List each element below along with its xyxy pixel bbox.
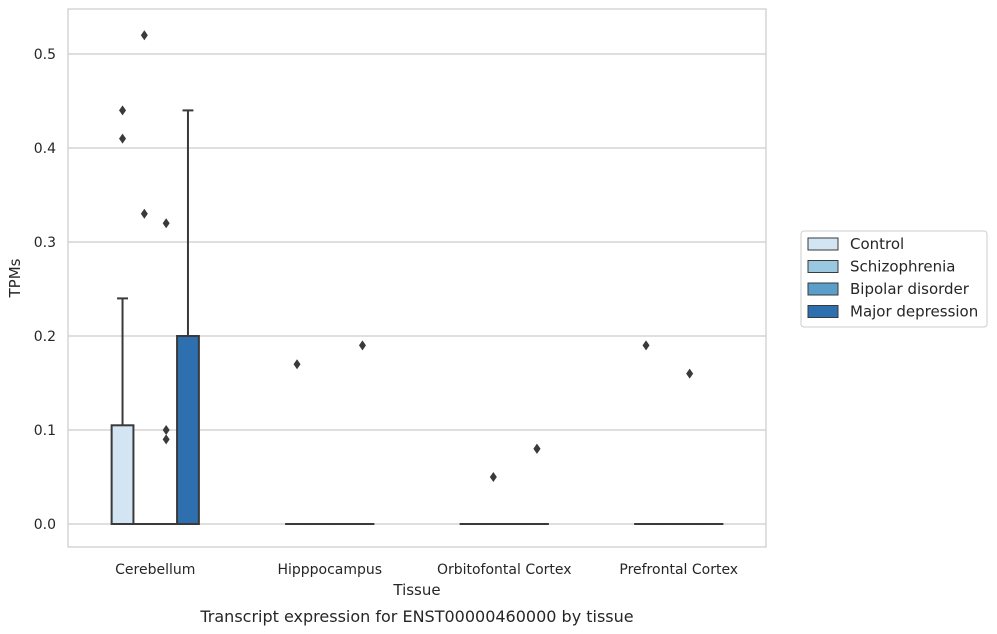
outlier-point bbox=[358, 340, 366, 351]
legend-item-bipolar-disorder: Bipolar disorder bbox=[807, 280, 970, 298]
outlier-point bbox=[489, 472, 497, 482]
box-body bbox=[176, 335, 200, 525]
legend-swatch bbox=[807, 282, 839, 296]
box-control-prefrontal-cortex bbox=[634, 340, 658, 526]
outlier-point bbox=[293, 359, 301, 370]
outlier-point bbox=[162, 434, 170, 445]
y-tick-label: 0.2 bbox=[34, 329, 56, 345]
box-major-depression-cerebellum bbox=[176, 109, 200, 525]
outlier-point bbox=[119, 105, 127, 116]
box-control-cerebellum bbox=[110, 105, 135, 525]
plot-area bbox=[110, 30, 724, 526]
box-schizophrenia-orbitofontal-cortex bbox=[481, 472, 506, 526]
legend-swatch bbox=[807, 237, 839, 251]
outlier-point bbox=[162, 218, 170, 229]
y-tick-label: 0.5 bbox=[34, 47, 56, 63]
outlier-point bbox=[533, 443, 541, 454]
x-axis-ticks: Cerebellum Hipppocampus Orbitofontal Corte… bbox=[115, 562, 738, 578]
y-tick-label: 0.4 bbox=[34, 141, 56, 157]
legend-item-control: Control bbox=[807, 235, 904, 253]
legend-swatch bbox=[807, 260, 839, 273]
legend-item-schizophrenia: Schizophrenia bbox=[807, 258, 955, 276]
y-axis-ticks: 0.0 0.1 0.2 0.3 0.4 0.5 bbox=[34, 47, 56, 533]
legend-label: Major depression bbox=[850, 303, 978, 321]
legend-label: Bipolar disorder bbox=[850, 280, 970, 298]
y-tick-label: 0.1 bbox=[34, 423, 56, 439]
grid-lines bbox=[68, 53, 766, 525]
y-tick-label: 0.3 bbox=[34, 235, 56, 251]
box-bipolar-disorder-prefrontal-cortex bbox=[677, 368, 702, 526]
plot-frame bbox=[67, 8, 767, 548]
legend-frame bbox=[800, 230, 988, 328]
legend-items: Control Schizophrenia Bipolar disorder Majo… bbox=[807, 235, 978, 321]
legend-label: Schizophrenia bbox=[850, 258, 955, 276]
box-body bbox=[110, 424, 135, 525]
legend-swatch bbox=[807, 305, 839, 318]
legend-item-major-depression: Major depression bbox=[807, 303, 978, 321]
legend: Control Schizophrenia Bipolar disorder Majo… bbox=[800, 230, 988, 328]
outlier-point bbox=[642, 340, 650, 351]
x-tick-label-cerebellum: Cerebellum bbox=[115, 562, 195, 578]
outlier-point bbox=[140, 30, 148, 41]
box-major-depression-hipppocampus bbox=[350, 340, 375, 526]
outlier-point bbox=[119, 133, 127, 144]
outlier-point bbox=[140, 208, 148, 219]
legend-label: Control bbox=[850, 235, 904, 253]
box-schizophrenia-cerebellum bbox=[132, 30, 157, 526]
x-tick-label-orbitofontal-cortex: Orbitofontal Cortex bbox=[437, 562, 572, 578]
box-control-hipppocampus bbox=[285, 359, 309, 526]
outlier-point bbox=[162, 425, 170, 435]
box-major-depression-orbitofontal-cortex bbox=[525, 443, 549, 526]
y-tick-label: 0.0 bbox=[34, 517, 56, 533]
x-tick-label-hipppocampus: Hipppocampus bbox=[277, 562, 382, 578]
x-tick-label-prefrontal-cortex: Prefrontal Cortex bbox=[619, 562, 738, 578]
x-axis-label: Tissue bbox=[392, 581, 440, 599]
y-axis-label: TPMs bbox=[6, 258, 24, 298]
outlier-point bbox=[686, 368, 694, 379]
box-bipolar-disorder-cerebellum bbox=[154, 218, 179, 526]
chart-caption: Transcript expression for ENST0000046000… bbox=[199, 607, 633, 626]
